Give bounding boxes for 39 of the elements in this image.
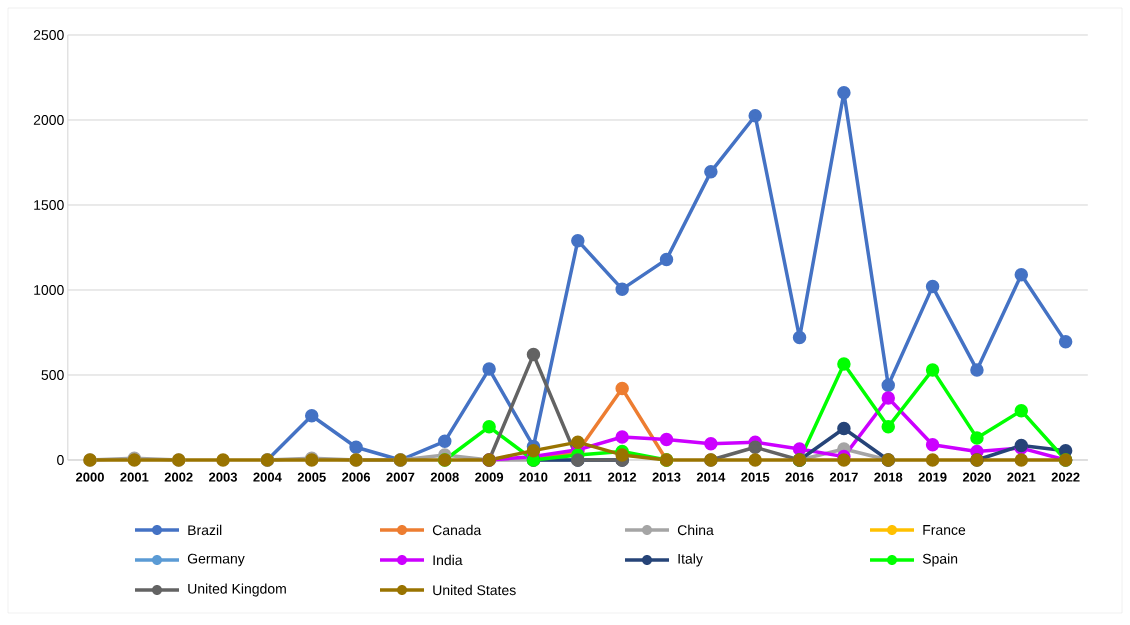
- x-tick-label: 2013: [652, 472, 681, 482]
- x-tick-label: 2014: [696, 472, 726, 482]
- legend-label: Italy: [678, 553, 703, 567]
- x-tick-label: 2001: [120, 472, 149, 482]
- y-tick-label: 1500: [34, 200, 64, 210]
- legend-label: China: [677, 524, 714, 536]
- x-tick-label: 2021: [1007, 472, 1036, 482]
- y-tick-label: 1000: [34, 285, 64, 295]
- legend-label: India: [433, 554, 463, 566]
- x-tick-label: 2020: [962, 472, 991, 482]
- x-tick-label: 2002: [164, 472, 193, 482]
- y-tick-label: 500: [41, 370, 64, 380]
- x-tick-label: 2005: [297, 472, 326, 482]
- x-tick-label: 2009: [475, 472, 504, 482]
- x-tick-label: 2008: [430, 472, 459, 482]
- y-tick-label: 2000: [33, 115, 64, 125]
- legend-label: Canada: [432, 524, 482, 536]
- x-tick-label: 2007: [386, 472, 415, 482]
- legend-label: Spain: [922, 553, 958, 567]
- x-tick-label: 2006: [342, 472, 371, 482]
- y-tick-label: 0: [57, 455, 64, 465]
- x-tick-label: 2000: [75, 472, 104, 482]
- x-tick-label: 2019: [918, 472, 947, 482]
- legend-label: Brazil: [188, 524, 222, 536]
- x-tick-label: 2018: [874, 472, 903, 482]
- legend-label: France: [923, 525, 966, 535]
- legend-label: Germany: [187, 553, 245, 567]
- x-tick-label: 2004: [253, 472, 282, 482]
- legend-label: United Kingdom: [188, 583, 286, 597]
- x-tick-label: 2017: [829, 472, 858, 482]
- x-tick-label: 2010: [519, 472, 548, 482]
- x-tick-label: 2022: [1051, 472, 1080, 482]
- x-tick-label: 2003: [209, 472, 238, 482]
- y-tick-label: 2500: [33, 30, 64, 40]
- x-tick-label: 2012: [608, 472, 637, 482]
- x-tick-label: 2016: [785, 472, 814, 482]
- x-tick-label: 2015: [741, 472, 770, 482]
- x-tick-label: 2011: [564, 472, 592, 482]
- legend-label: United States: [433, 584, 516, 596]
